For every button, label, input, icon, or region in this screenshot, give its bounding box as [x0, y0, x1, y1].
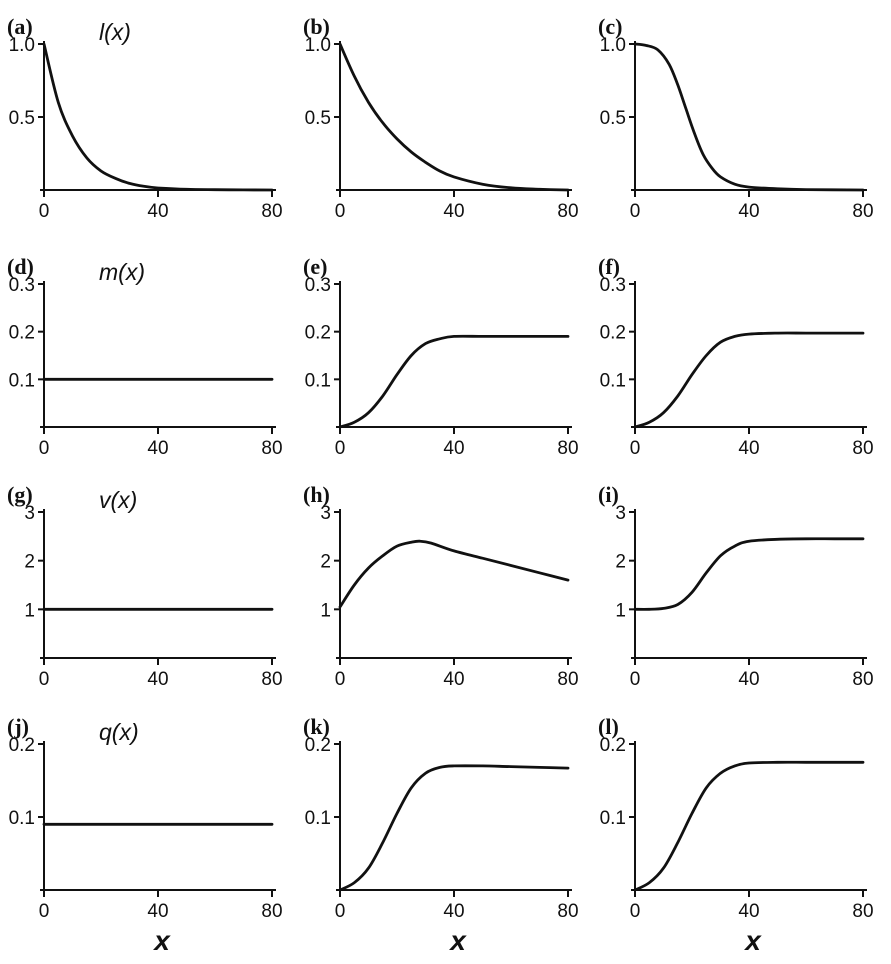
x-tick-label: 0: [39, 201, 50, 222]
function-label: m(x): [99, 259, 145, 285]
y-tick-label: 0.5: [9, 108, 35, 129]
y-tick-label: 0.3: [600, 275, 626, 296]
y-tick-label: 3: [320, 503, 331, 524]
y-tick-label: 0.5: [600, 108, 626, 129]
panel-label: (h): [303, 482, 330, 507]
x-axis-label: x: [448, 925, 467, 956]
function-label: q(x): [99, 719, 139, 745]
x-tick-label: 40: [147, 901, 168, 922]
y-tick-label: 0.1: [305, 370, 331, 391]
y-tick-label: 2: [320, 552, 331, 573]
panel-label: (j): [7, 714, 29, 739]
x-tick-label: 80: [261, 201, 282, 222]
x-tick-label: 0: [630, 901, 641, 922]
y-tick-label: 0.2: [9, 323, 35, 344]
x-tick-label: 40: [443, 438, 464, 459]
x-axis-label: x: [743, 925, 762, 956]
panel-label: (a): [7, 14, 33, 39]
x-tick-label: 0: [630, 201, 641, 222]
x-tick-label: 40: [443, 901, 464, 922]
x-tick-label: 0: [630, 438, 641, 459]
y-tick-label: 0.1: [305, 808, 331, 829]
series-line: [338, 539, 570, 609]
y-tick-label: 0.2: [305, 323, 331, 344]
x-tick-label: 40: [738, 901, 759, 922]
x-tick-label: 80: [852, 669, 873, 690]
panel-label: (k): [303, 714, 330, 739]
y-tick-label: 0.2: [600, 735, 626, 756]
x-tick-label: 80: [852, 901, 873, 922]
x-tick-label: 40: [738, 201, 759, 222]
series-line: [633, 537, 865, 611]
x-tick-label: 80: [852, 201, 873, 222]
x-tick-label: 80: [261, 669, 282, 690]
y-tick-label: 3: [615, 503, 626, 524]
panel-label: (b): [303, 14, 330, 39]
x-tick-label: 40: [738, 669, 759, 690]
x-tick-label: 0: [39, 669, 50, 690]
x-tick-label: 0: [39, 901, 50, 922]
x-tick-label: 40: [147, 669, 168, 690]
series-line: [633, 331, 865, 429]
x-tick-label: 80: [557, 669, 578, 690]
y-tick-label: 1.0: [600, 35, 626, 56]
panel-label: (f): [598, 254, 620, 279]
panel-label: (i): [598, 482, 619, 507]
y-tick-label: 0.1: [9, 370, 35, 391]
x-tick-label: 40: [147, 438, 168, 459]
x-tick-label: 80: [557, 201, 578, 222]
y-tick-label: 2: [24, 552, 35, 573]
x-tick-label: 80: [557, 438, 578, 459]
series-line: [338, 334, 570, 429]
series-line: [633, 42, 865, 192]
x-tick-label: 0: [335, 901, 346, 922]
x-tick-label: 40: [443, 669, 464, 690]
x-tick-label: 0: [335, 669, 346, 690]
y-tick-label: 1: [615, 600, 626, 621]
panel-label: (g): [7, 482, 33, 507]
function-label: v(x): [99, 487, 137, 513]
y-tick-label: 2: [615, 552, 626, 573]
panel-label: (l): [598, 714, 619, 739]
x-tick-label: 40: [147, 201, 168, 222]
y-tick-label: 1.0: [9, 35, 35, 56]
y-tick-label: 1: [24, 600, 35, 621]
function-label: l(x): [99, 19, 131, 45]
panel-label: (c): [598, 14, 622, 39]
series-line: [42, 42, 274, 192]
x-tick-label: 0: [335, 201, 346, 222]
panel-label: (d): [7, 254, 34, 279]
y-tick-label: 0.1: [600, 370, 626, 391]
x-tick-label: 80: [557, 901, 578, 922]
y-tick-label: 3: [24, 503, 35, 524]
x-tick-label: 40: [443, 201, 464, 222]
x-tick-label: 0: [39, 438, 50, 459]
x-tick-label: 80: [261, 438, 282, 459]
x-tick-label: 0: [335, 438, 346, 459]
y-tick-label: 0.3: [9, 275, 35, 296]
y-tick-label: 0.5: [305, 108, 331, 129]
y-tick-label: 0.2: [9, 735, 35, 756]
series-line: [338, 42, 570, 192]
x-tick-label: 0: [630, 669, 641, 690]
panel-label: (e): [303, 254, 327, 279]
y-tick-label: 1.0: [305, 35, 331, 56]
x-tick-label: 80: [852, 438, 873, 459]
series-line: [633, 760, 865, 892]
x-axis-label: x: [152, 925, 171, 956]
y-tick-label: 0.2: [305, 735, 331, 756]
y-tick-label: 0.1: [9, 808, 35, 829]
series-line: [338, 764, 570, 892]
y-tick-label: 0.3: [305, 275, 331, 296]
y-tick-label: 1: [320, 600, 331, 621]
x-tick-label: 40: [738, 438, 759, 459]
x-tick-label: 80: [261, 901, 282, 922]
y-tick-label: 0.1: [600, 808, 626, 829]
y-tick-label: 0.2: [600, 323, 626, 344]
